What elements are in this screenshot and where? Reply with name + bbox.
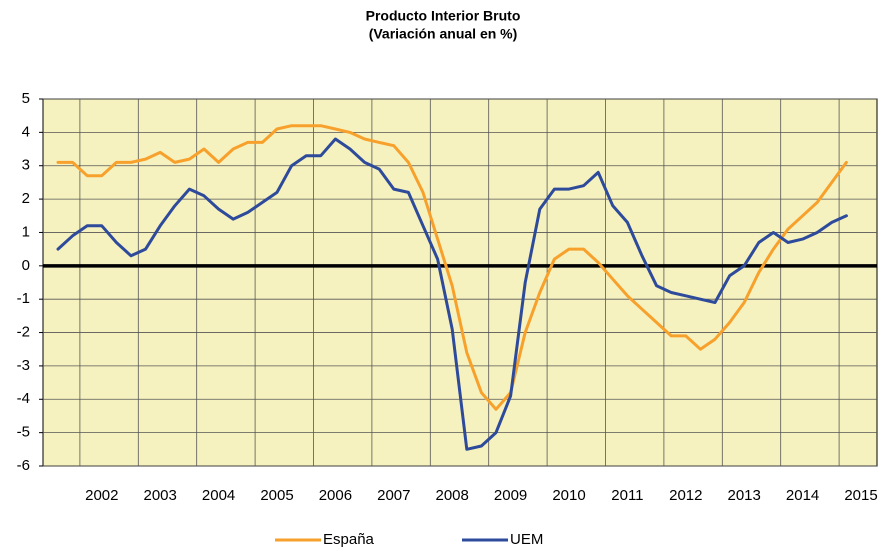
y-tick-label: 2 [22, 190, 30, 207]
legend-label: UEM [510, 531, 543, 548]
x-tick-label: 2009 [494, 487, 527, 504]
series-line [56, 124, 848, 411]
series-line [56, 137, 848, 451]
x-tick-label: 2010 [552, 487, 585, 504]
x-tick-label: 2004 [202, 487, 235, 504]
y-tick-label: 0 [22, 257, 30, 274]
x-tick-label: 2002 [85, 487, 118, 504]
y-tick-label: -2 [17, 324, 30, 341]
y-tick-label: -3 [17, 357, 30, 374]
x-tick-label: 2005 [260, 487, 293, 504]
x-tick-label: 2014 [786, 487, 819, 504]
y-tick-label: 3 [22, 157, 30, 174]
y-tick-label: 4 [22, 123, 30, 140]
y-tick-label: -6 [17, 457, 30, 474]
x-tick-label: 2008 [436, 487, 469, 504]
x-tick-label: 2003 [144, 487, 177, 504]
y-tick-label: -1 [17, 290, 30, 307]
y-tick-label: 1 [22, 223, 30, 240]
chart-subtitle: (Variación anual en %) [369, 26, 518, 42]
y-tick-label: -4 [17, 390, 30, 407]
x-tick-label: 2012 [669, 487, 702, 504]
y-tick-label: -5 [17, 424, 30, 441]
plot-area [42, 98, 878, 467]
chart-title: Producto Interior Bruto [366, 8, 521, 24]
x-tick-label: 2007 [377, 487, 410, 504]
legend-label: España [323, 531, 375, 548]
x-tick-label: 2011 [611, 487, 643, 504]
x-tick-label: 2013 [728, 487, 761, 504]
x-tick-label: 2006 [319, 487, 352, 504]
y-tick-label: 5 [22, 90, 30, 107]
x-tick-label: 2015 [844, 487, 877, 504]
